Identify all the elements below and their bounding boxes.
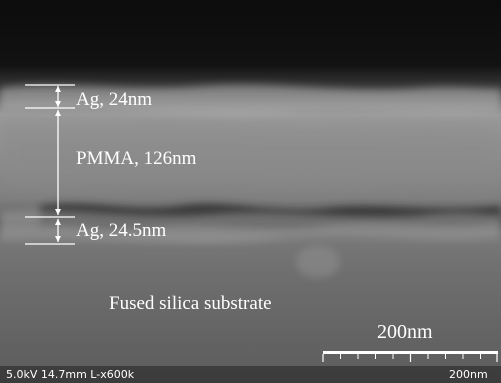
label-ag-top-layer: Ag, 24nm bbox=[76, 89, 152, 110]
bottom-silver-band bbox=[0, 210, 501, 243]
top-silver-band bbox=[0, 84, 501, 116]
instrument-settings: 5.0kV 14.7mm L-x600k bbox=[6, 368, 135, 381]
scale-bar bbox=[322, 351, 498, 362]
label-pmma-layer: PMMA, 126nm bbox=[76, 148, 197, 169]
label-ag-bottom-layer: Ag, 24.5nm bbox=[76, 220, 167, 241]
info-bar bbox=[0, 366, 501, 383]
thickness-markers bbox=[25, 84, 75, 245]
pmma-texture bbox=[0, 120, 501, 191]
instrument-scale-label: 200nm bbox=[449, 368, 488, 381]
scale-bar-label: 200nm bbox=[377, 321, 433, 343]
substrate-bump bbox=[296, 246, 340, 278]
label-substrate: Fused silica substrate bbox=[109, 293, 272, 314]
